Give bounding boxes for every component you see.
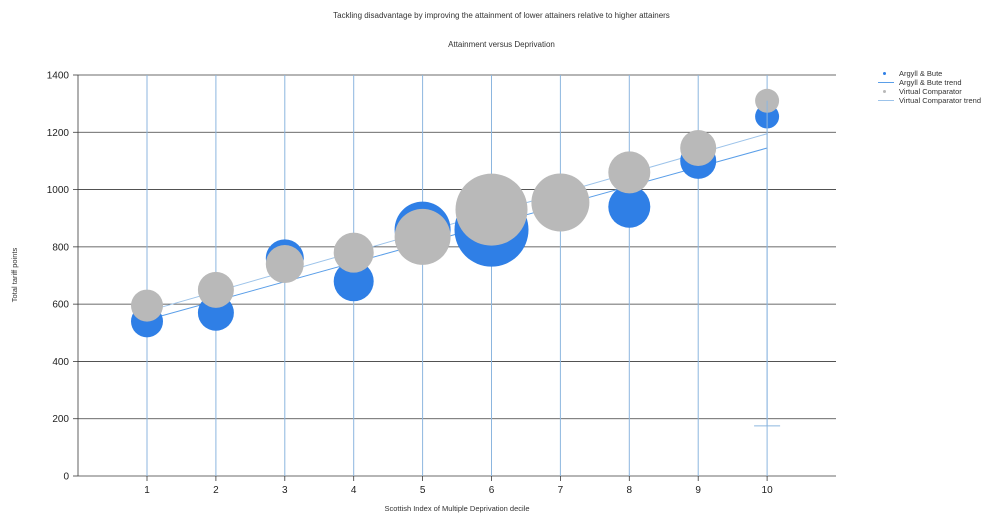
y-tick-label: 1200 (47, 128, 70, 139)
y-tick-label: 1400 (47, 71, 70, 82)
x-tick-label: 9 (695, 485, 701, 496)
legend-dot-icon (876, 87, 896, 96)
comparator-bubble (608, 151, 651, 194)
argyll-bubble (333, 261, 374, 302)
x-tick-label: 6 (489, 485, 495, 496)
legend-dot-icon (876, 69, 896, 78)
comparator-bubble (197, 271, 234, 308)
x-tick-label: 2 (213, 485, 219, 496)
comparator-bubble (265, 245, 304, 284)
comparator-bubble (333, 232, 374, 273)
y-tick-label: 400 (52, 357, 69, 368)
comparator-bubble (455, 173, 528, 246)
x-tick-label: 5 (420, 485, 426, 496)
legend-item-argyll[interactable]: Argyll & Bute (876, 69, 981, 78)
x-tick-label: 8 (627, 485, 633, 496)
y-tick-label: 200 (52, 414, 69, 425)
legend-item-comparator-trend[interactable]: Virtual Comparator trend (876, 96, 981, 105)
legend-item-argyll-trend[interactable]: Argyll & Bute trend (876, 78, 981, 87)
legend-line-icon (876, 78, 896, 87)
legend-line-icon (876, 96, 896, 105)
legend-label: Argyll & Bute (899, 69, 943, 78)
y-tick-label: 1000 (47, 185, 70, 196)
x-axis-label: Scottish Index of Multiple Deprivation d… (384, 504, 529, 513)
y-tick-label: 600 (52, 300, 69, 311)
chart-subtitle: Attainment versus Deprivation (448, 40, 555, 49)
x-tick-label: 10 (762, 485, 774, 496)
comparator-bubble (394, 208, 451, 265)
chart-legend: Argyll & Bute Argyll & Bute trend Virtua… (876, 69, 981, 105)
argyll-bubble (608, 185, 651, 228)
y-axis-label: Total tariff points (10, 248, 19, 303)
comparator-bubble (531, 173, 590, 232)
x-tick-label: 7 (558, 485, 564, 496)
x-tick-label: 1 (144, 485, 150, 496)
legend-label: Virtual Comparator trend (899, 96, 981, 105)
x-tick-label: 4 (351, 485, 357, 496)
legend-label: Virtual Comparator (899, 87, 962, 96)
y-tick-label: 800 (52, 242, 69, 253)
comparator-bubble (680, 130, 717, 167)
x-tick-label: 3 (282, 485, 288, 496)
y-tick-label: 0 (63, 472, 69, 483)
chart-title: Tackling disadvantage by improving the a… (333, 11, 670, 20)
comparator-bubble (131, 289, 163, 322)
legend-label: Argyll & Bute trend (899, 78, 962, 87)
legend-item-comparator[interactable]: Virtual Comparator (876, 87, 981, 96)
